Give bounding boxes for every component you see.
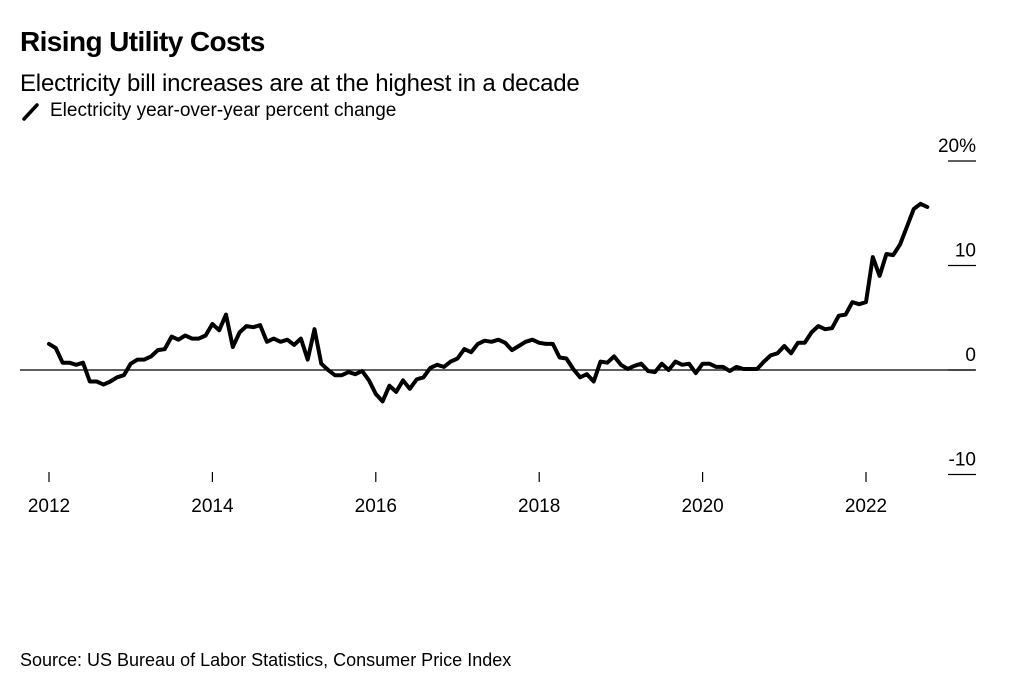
y-axis: 20% 10 0 -10 bbox=[938, 136, 976, 476]
y-tick-label: -10 bbox=[949, 450, 976, 471]
legend-label: Electricity year-over-year percent chang… bbox=[50, 100, 397, 121]
x-tick-label: 2018 bbox=[518, 496, 560, 517]
legend: Electricity year-over-year percent chang… bbox=[20, 100, 396, 122]
chart-subtitle: Electricity bill increases are at the hi… bbox=[20, 70, 580, 97]
series-line bbox=[47, 201, 930, 404]
legend-line-icon bbox=[22, 103, 39, 121]
chart-title: Rising Utility Costs bbox=[20, 26, 265, 57]
y-tick-label: 10 bbox=[955, 241, 976, 262]
source-note: Source: US Bureau of Labor Statistics, C… bbox=[20, 650, 512, 670]
x-tick-label: 2016 bbox=[355, 496, 397, 517]
y-tick-label: 20% bbox=[938, 136, 976, 157]
x-tick-label: 2014 bbox=[191, 496, 234, 517]
x-tick-label: 2012 bbox=[28, 496, 70, 517]
y-tick-label: 0 bbox=[965, 345, 976, 366]
x-tick-label: 2020 bbox=[681, 496, 723, 517]
x-axis: 2012 2014 2016 2018 2020 2022 bbox=[28, 472, 887, 517]
x-tick-label: 2022 bbox=[845, 496, 887, 517]
series-layer bbox=[47, 201, 930, 404]
